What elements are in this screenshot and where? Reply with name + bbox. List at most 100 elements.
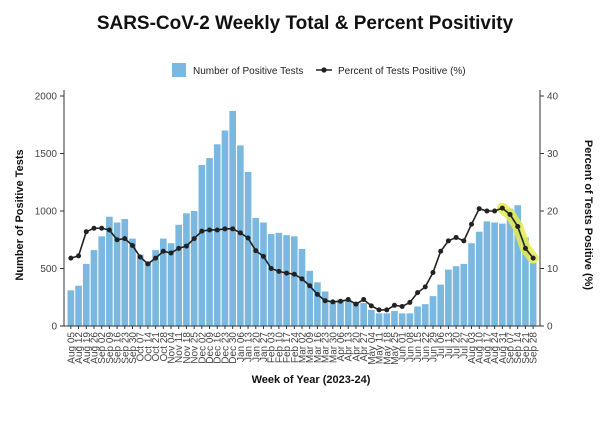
line-point xyxy=(484,208,490,214)
bar xyxy=(121,219,129,326)
bar xyxy=(206,158,213,326)
x-tick-label: Dec 09 xyxy=(205,332,216,364)
line-point xyxy=(299,276,305,282)
y2-axis-title: Percent of Tests Positive (%) xyxy=(582,140,594,291)
bar xyxy=(522,237,529,326)
line-point xyxy=(214,227,220,233)
bar xyxy=(506,208,514,326)
x-tick-label: Jun 15 xyxy=(413,332,424,362)
line-point xyxy=(114,237,120,243)
line-point xyxy=(153,255,159,261)
bar xyxy=(314,282,321,326)
line-point xyxy=(222,226,228,232)
bar xyxy=(406,313,414,326)
x-tick-label: Oct 28 xyxy=(159,332,170,362)
y-axis-title: Number of Positive Tests xyxy=(14,149,26,280)
legend-label-line: Percent of Tests Positive (%) xyxy=(338,66,466,77)
bar xyxy=(90,250,98,326)
x-tick-label: Apr 27 xyxy=(359,332,370,362)
line-point xyxy=(83,229,89,235)
bar xyxy=(499,223,506,326)
line-point xyxy=(314,291,320,297)
x-tick-label: Apr 06 xyxy=(336,332,347,362)
bar xyxy=(260,222,267,326)
x-tick-label: Jul 20 xyxy=(452,332,463,359)
x-tick-label: Jan 13 xyxy=(244,332,255,362)
bar xyxy=(398,313,406,326)
line-point xyxy=(253,248,259,254)
line-point xyxy=(68,255,74,261)
x-tick-label: May 18 xyxy=(382,332,393,365)
line-point xyxy=(391,302,397,308)
y2-tick-label: 30 xyxy=(547,149,559,160)
line-point xyxy=(129,243,135,248)
x-tick-label: Dec 02 xyxy=(197,332,208,364)
line-point xyxy=(399,303,405,309)
line-point xyxy=(245,235,251,241)
line-point xyxy=(445,238,451,244)
line-point xyxy=(499,205,505,211)
bar xyxy=(298,248,306,326)
x-axis-title: Week of Year (2023-24) xyxy=(252,374,371,386)
x-tick-label: Aug 05 xyxy=(66,332,77,364)
y-tick-label: 2000 xyxy=(35,92,58,103)
bar xyxy=(175,224,183,326)
x-tick-label: Aug 19 xyxy=(82,332,93,364)
bar xyxy=(229,110,236,326)
line-point xyxy=(530,255,536,261)
line-point xyxy=(522,245,528,251)
legend-swatch-bars xyxy=(172,63,186,77)
x-tick-label: Dec 16 xyxy=(213,332,224,364)
bar xyxy=(244,171,252,326)
bar xyxy=(198,165,206,326)
bar xyxy=(514,205,522,326)
x-tick-label: May 11 xyxy=(375,332,386,364)
bar xyxy=(267,234,275,326)
bar xyxy=(445,269,452,326)
line-point xyxy=(422,284,428,290)
line-point xyxy=(199,228,205,234)
x-tick-label: Aug 26 xyxy=(89,332,100,364)
bar xyxy=(437,284,445,326)
x-tick-label: Sep 09 xyxy=(105,332,116,364)
line-point xyxy=(91,225,97,231)
x-tick-label: Aug 03 xyxy=(467,332,478,364)
x-tick-label: Nov 11 xyxy=(174,332,185,363)
x-tick-label: Mar 02 xyxy=(298,332,309,364)
bar xyxy=(190,211,198,326)
y-tick-label: 1000 xyxy=(35,207,58,218)
x-tick-label: Aug 10 xyxy=(475,332,486,364)
line-point xyxy=(322,298,328,304)
x-tick-label: Oct 07 xyxy=(136,332,147,362)
line-point xyxy=(507,211,513,217)
line-point xyxy=(461,238,467,244)
y-tick-label: 500 xyxy=(40,264,57,275)
legend: Number of Positive Tests Percent of Test… xyxy=(172,63,466,77)
line-point xyxy=(307,283,313,289)
x-tick-label: Apr 20 xyxy=(351,332,362,362)
line-point xyxy=(176,245,182,251)
line-point xyxy=(430,270,436,276)
x-tick-label: Feb 24 xyxy=(290,332,301,364)
bar xyxy=(113,222,121,326)
line-point xyxy=(207,227,213,233)
bar xyxy=(352,301,360,326)
x-tick-label: Mar 16 xyxy=(313,332,324,364)
bar xyxy=(321,291,329,326)
line-point xyxy=(353,301,359,307)
line-point xyxy=(407,299,413,305)
x-tick-label: Sep 30 xyxy=(128,332,139,364)
x-tick-label: Nov 18 xyxy=(182,332,193,364)
line-point xyxy=(345,297,351,303)
x-tick-label: Mar 23 xyxy=(321,332,332,364)
line-point xyxy=(276,268,282,274)
line-point xyxy=(330,299,336,305)
bar xyxy=(383,313,391,326)
x-tick-label: Mar 09 xyxy=(305,332,316,364)
y-tick-label: 1500 xyxy=(35,149,58,160)
bar xyxy=(237,145,244,326)
line-point xyxy=(76,253,82,259)
x-tick-label: Jun 01 xyxy=(398,332,409,362)
bar xyxy=(167,243,175,326)
bar xyxy=(283,235,290,326)
